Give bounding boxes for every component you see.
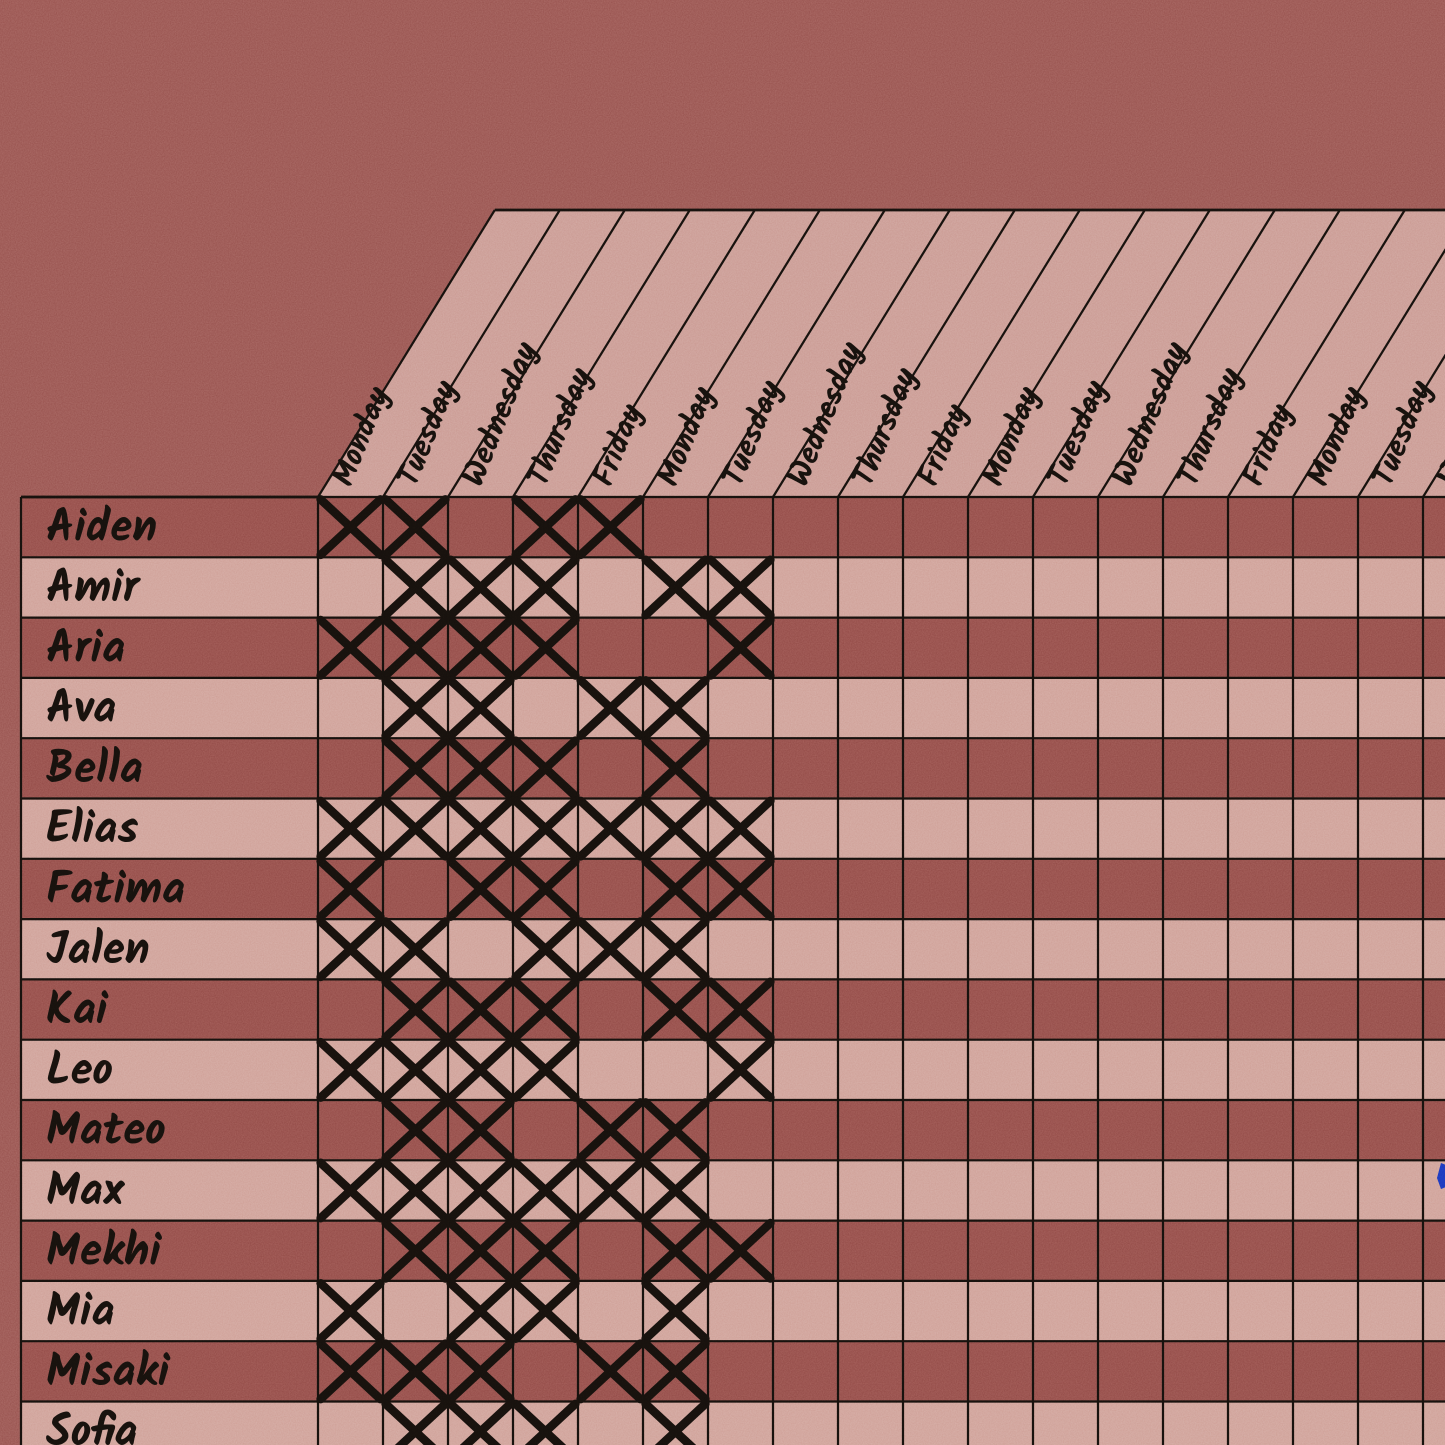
- svg-text:Sofia: Sofia: [46, 1398, 138, 1445]
